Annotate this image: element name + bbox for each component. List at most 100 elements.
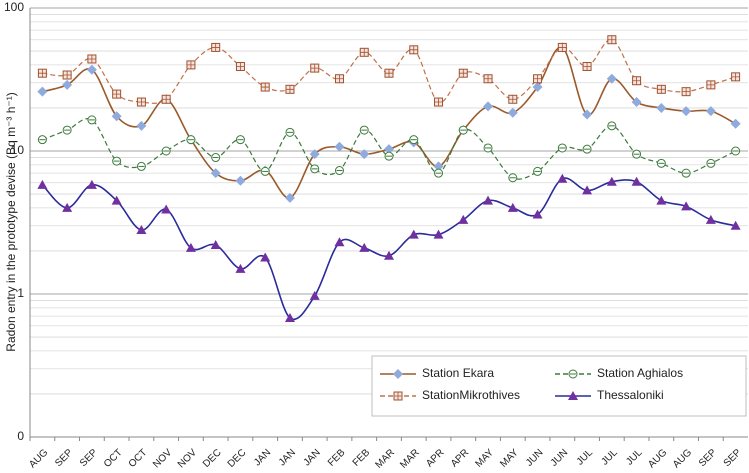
marker	[186, 60, 196, 70]
marker	[507, 202, 518, 212]
marker-cross	[731, 72, 740, 81]
marker	[582, 144, 592, 154]
marker	[705, 214, 716, 224]
marker	[458, 68, 468, 78]
y-axis-label: Radon entry in the prototype devise (Bq …	[4, 92, 18, 351]
marker-cross	[211, 43, 220, 52]
marker	[235, 61, 245, 71]
x-tick-label: FEB	[326, 447, 348, 469]
marker	[62, 79, 73, 90]
marker-cross	[558, 43, 567, 52]
x-tick-label: DEC	[226, 447, 249, 470]
marker	[62, 125, 72, 135]
marker	[533, 166, 543, 176]
marker	[37, 68, 47, 78]
marker-cross	[285, 85, 294, 94]
x-tick-label: JUN	[524, 447, 546, 469]
x-tick-label: AUG	[646, 447, 669, 470]
x-tick-label: SEP	[78, 447, 100, 469]
marker	[656, 84, 666, 94]
legend-label: StationMikrothives	[422, 388, 520, 402]
x-tick-label: SEP	[722, 447, 744, 469]
marker	[87, 115, 97, 125]
marker	[185, 242, 196, 252]
marker-cross	[137, 98, 146, 107]
marker	[483, 195, 494, 205]
marker	[508, 173, 518, 183]
marker	[87, 54, 97, 64]
marker	[37, 179, 48, 189]
marker	[458, 125, 468, 135]
y-tick-label: 100	[4, 0, 24, 14]
marker	[136, 120, 147, 131]
marker	[408, 229, 419, 239]
x-tick-label: APR	[449, 447, 471, 469]
marker	[359, 47, 369, 57]
marker	[433, 229, 444, 239]
marker-cross	[186, 60, 195, 69]
marker	[334, 141, 345, 152]
marker	[235, 175, 246, 186]
x-tick-label: NOV	[151, 447, 174, 470]
legend-box	[371, 355, 747, 417]
marker	[434, 168, 444, 178]
marker	[507, 107, 518, 118]
x-tick-label: JAN	[277, 447, 298, 468]
marker	[235, 263, 246, 273]
marker	[606, 73, 617, 84]
marker	[731, 146, 741, 156]
marker	[582, 109, 593, 120]
marker	[210, 240, 221, 250]
marker	[632, 149, 642, 159]
marker	[730, 220, 741, 230]
x-tick-label: MAR	[373, 447, 397, 471]
marker	[285, 84, 295, 94]
marker	[483, 74, 493, 84]
marker	[136, 225, 147, 235]
marker	[211, 153, 221, 163]
marker	[483, 143, 493, 153]
marker-cross	[632, 76, 641, 85]
marker	[62, 70, 72, 80]
y-tick-label: 10	[11, 143, 25, 157]
marker	[334, 74, 344, 84]
marker	[359, 242, 370, 252]
marker	[161, 146, 171, 156]
marker-cross	[533, 74, 542, 83]
marker	[309, 149, 320, 160]
marker	[557, 173, 568, 183]
marker	[483, 101, 494, 112]
marker	[656, 195, 667, 205]
marker	[111, 111, 122, 122]
marker	[632, 76, 642, 86]
series-line	[42, 118, 736, 180]
x-tick-label: JUL	[575, 447, 596, 468]
marker-cross	[484, 74, 493, 83]
marker	[631, 176, 642, 186]
marker-cross	[409, 45, 418, 54]
marker-cross	[236, 62, 245, 71]
marker-cross	[63, 70, 72, 79]
marker-cross	[583, 62, 592, 71]
marker	[112, 89, 122, 99]
marker	[409, 45, 419, 55]
marker	[136, 161, 146, 171]
marker-cross	[360, 48, 369, 57]
legend-marker	[393, 369, 403, 379]
marker-cross	[310, 64, 319, 73]
marker	[705, 106, 716, 117]
marker	[334, 237, 345, 247]
marker	[284, 312, 295, 322]
marker	[136, 97, 146, 107]
marker	[433, 161, 444, 172]
marker	[186, 135, 196, 145]
marker	[284, 192, 295, 203]
marker-cross	[657, 85, 666, 94]
marker	[508, 94, 518, 104]
marker-cross	[87, 54, 96, 63]
legend-label: Station Ekara	[422, 366, 494, 380]
marker-cross	[682, 87, 691, 96]
marker	[532, 209, 543, 219]
x-tick-label: JAN	[252, 447, 273, 468]
